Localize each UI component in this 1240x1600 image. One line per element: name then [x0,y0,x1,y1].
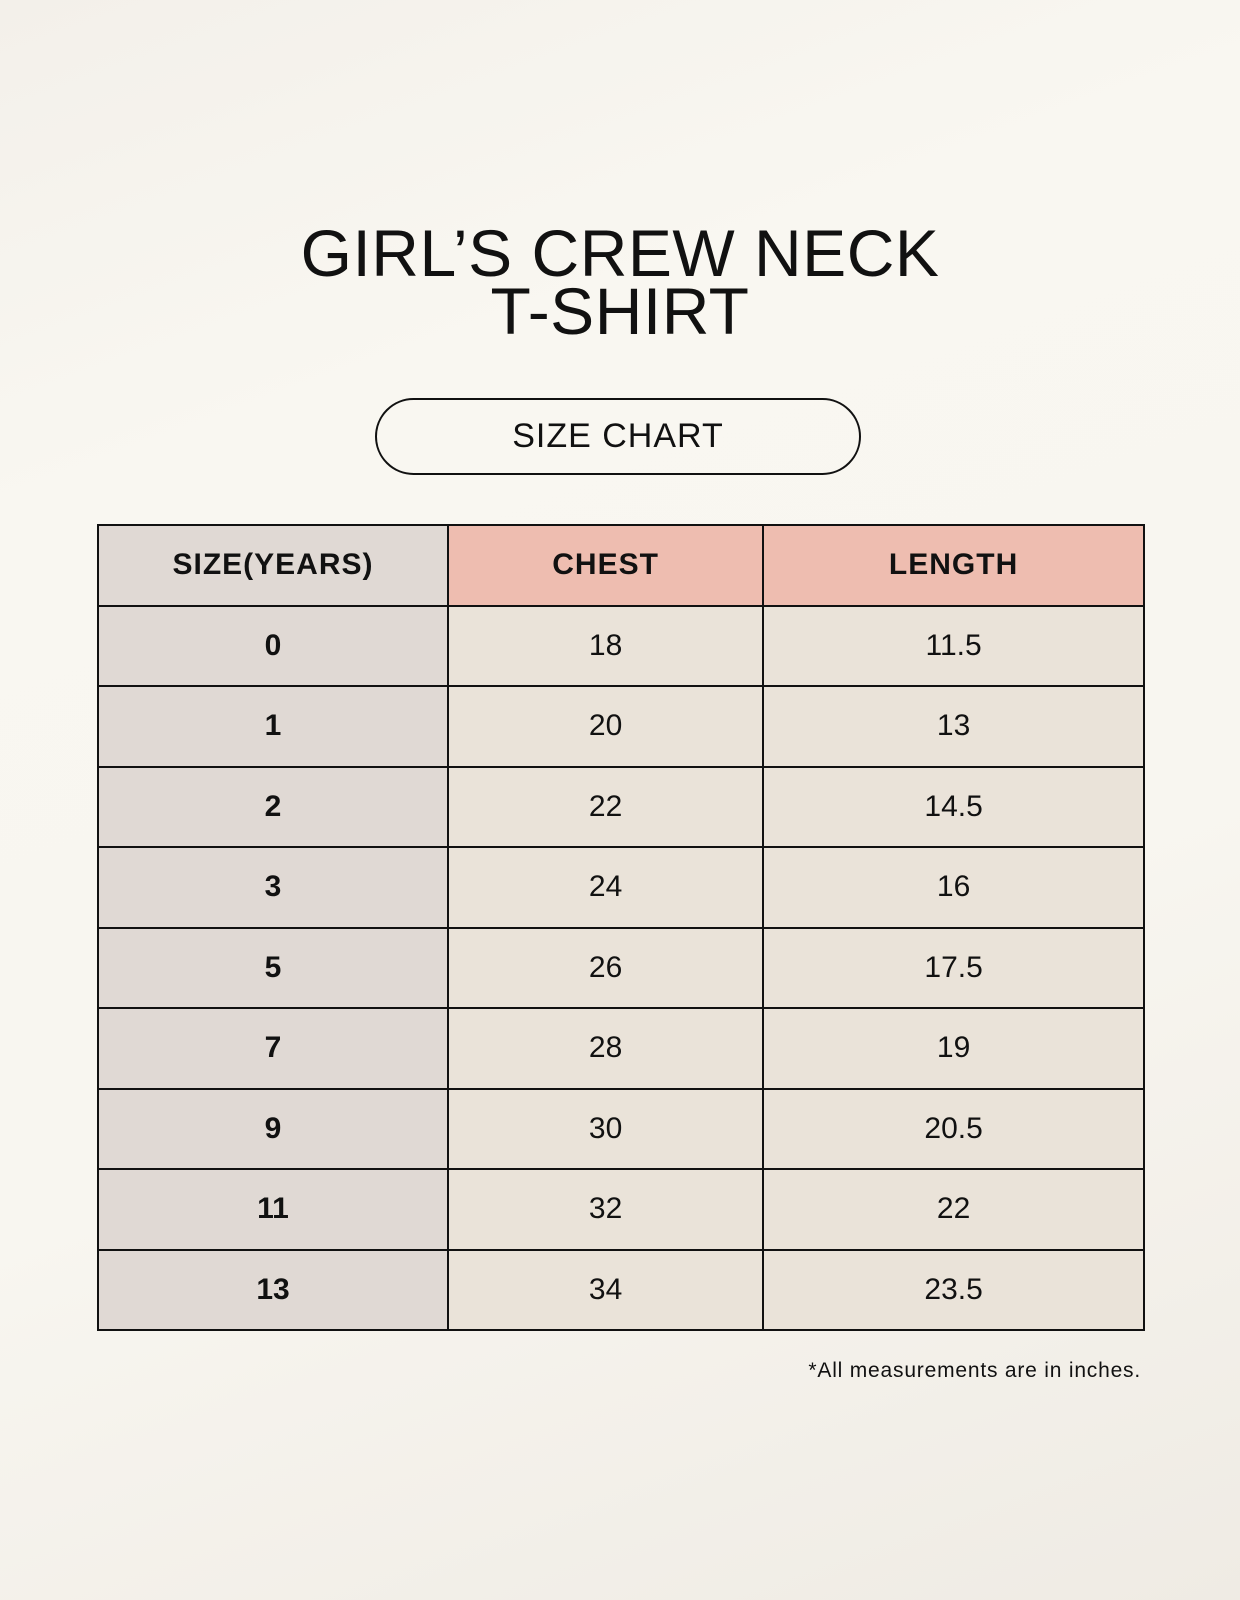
footnote: *All measurements are in inches. [808,1359,1141,1382]
table-row: 13 34 23.5 [97,1248,1145,1331]
cell-chest: 18 [446,604,765,687]
cell-chest: 34 [446,1248,765,1331]
cell-size: 3 [97,846,449,929]
table-row: 7 28 19 [97,1007,1145,1090]
cell-length: 19 [762,1007,1145,1090]
size-chart-badge: SIZE CHART [375,398,861,475]
title-line-2: T-SHIRT [490,274,750,348]
cell-chest: 28 [446,1007,765,1090]
size-table: SIZE(YEARS) CHEST LENGTH 0 18 11.5 1 20 13 2 22… [97,524,1145,1331]
cell-size: 13 [97,1248,449,1331]
table-row: 5 26 17.5 [97,926,1145,1009]
cell-length: 22 [762,1168,1145,1251]
cell-chest: 30 [446,1087,765,1170]
cell-length: 17.5 [762,926,1145,1009]
title-line-1: GIRL’S CREW NECK [300,216,940,290]
cell-chest: 22 [446,765,765,848]
table-row: 9 30 20.5 [97,1087,1145,1170]
cell-chest: 20 [446,685,765,768]
table-row: 3 24 16 [97,846,1145,929]
cell-chest: 32 [446,1168,765,1251]
cell-length: 11.5 [762,604,1145,687]
table-row: 11 32 22 [97,1168,1145,1251]
cell-chest: 24 [446,846,765,929]
header-chest: CHEST [446,524,765,607]
cell-size: 9 [97,1087,449,1170]
cell-length: 14.5 [762,765,1145,848]
cell-chest: 26 [446,926,765,1009]
cell-length: 13 [762,685,1145,768]
cell-length: 16 [762,846,1145,929]
table-row: 1 20 13 [97,685,1145,768]
page-title: GIRL’S CREW NECK T-SHIRT [0,216,1240,348]
header-size: SIZE(YEARS) [97,524,449,607]
header-row: SIZE(YEARS) CHEST LENGTH [97,524,1145,607]
table-row: 0 18 11.5 [97,604,1145,687]
table-row: 2 22 14.5 [97,765,1145,848]
cell-size: 5 [97,926,449,1009]
header-length: LENGTH [762,524,1145,607]
cell-length: 20.5 [762,1087,1145,1170]
cell-length: 23.5 [762,1248,1145,1331]
cell-size: 2 [97,765,449,848]
cell-size: 1 [97,685,449,768]
cell-size: 11 [97,1168,449,1251]
cell-size: 7 [97,1007,449,1090]
cell-size: 0 [97,604,449,687]
